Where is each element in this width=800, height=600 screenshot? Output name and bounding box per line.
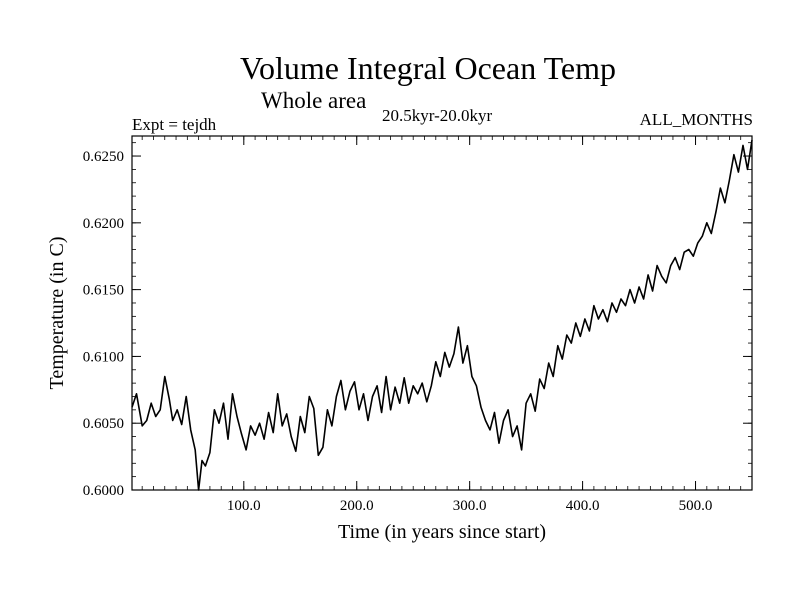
chart-title: Volume Integral Ocean Temp bbox=[240, 50, 617, 86]
chart-period-label: 20.5kyr-20.0kyr bbox=[382, 106, 493, 125]
y-axis-label: Temperature (in C) bbox=[46, 237, 68, 390]
series-line bbox=[131, 139, 753, 491]
months-label: ALL_MONTHS bbox=[639, 110, 753, 129]
plot-frame bbox=[131, 135, 753, 491]
y-tick-label: 0.6050 bbox=[83, 416, 124, 432]
x-axis-label: Time (in years since start) bbox=[338, 521, 546, 543]
y-tick-label: 0.6200 bbox=[83, 216, 124, 232]
y-tick-label: 0.6250 bbox=[83, 149, 124, 165]
series-layer bbox=[131, 139, 753, 491]
y-tick-label: 0.6000 bbox=[83, 483, 124, 499]
tick-labels: 100.0 200.0 300.0 400.0 500.0 0.6000 0.6050 0.6… bbox=[83, 149, 713, 514]
x-tick-label: 200.0 bbox=[340, 498, 374, 514]
y-tick-label: 0.6100 bbox=[83, 349, 124, 365]
y-tick-label: 0.6150 bbox=[83, 283, 124, 299]
x-tick-label: 500.0 bbox=[679, 498, 713, 514]
axis-ticks bbox=[132, 136, 753, 491]
x-tick-label: 400.0 bbox=[566, 498, 600, 514]
x-tick-label: 300.0 bbox=[453, 498, 487, 514]
x-tick-label: 100.0 bbox=[227, 498, 261, 514]
experiment-label: Expt = tejdh bbox=[132, 115, 217, 134]
chart-subtitle: Whole area bbox=[261, 88, 367, 113]
